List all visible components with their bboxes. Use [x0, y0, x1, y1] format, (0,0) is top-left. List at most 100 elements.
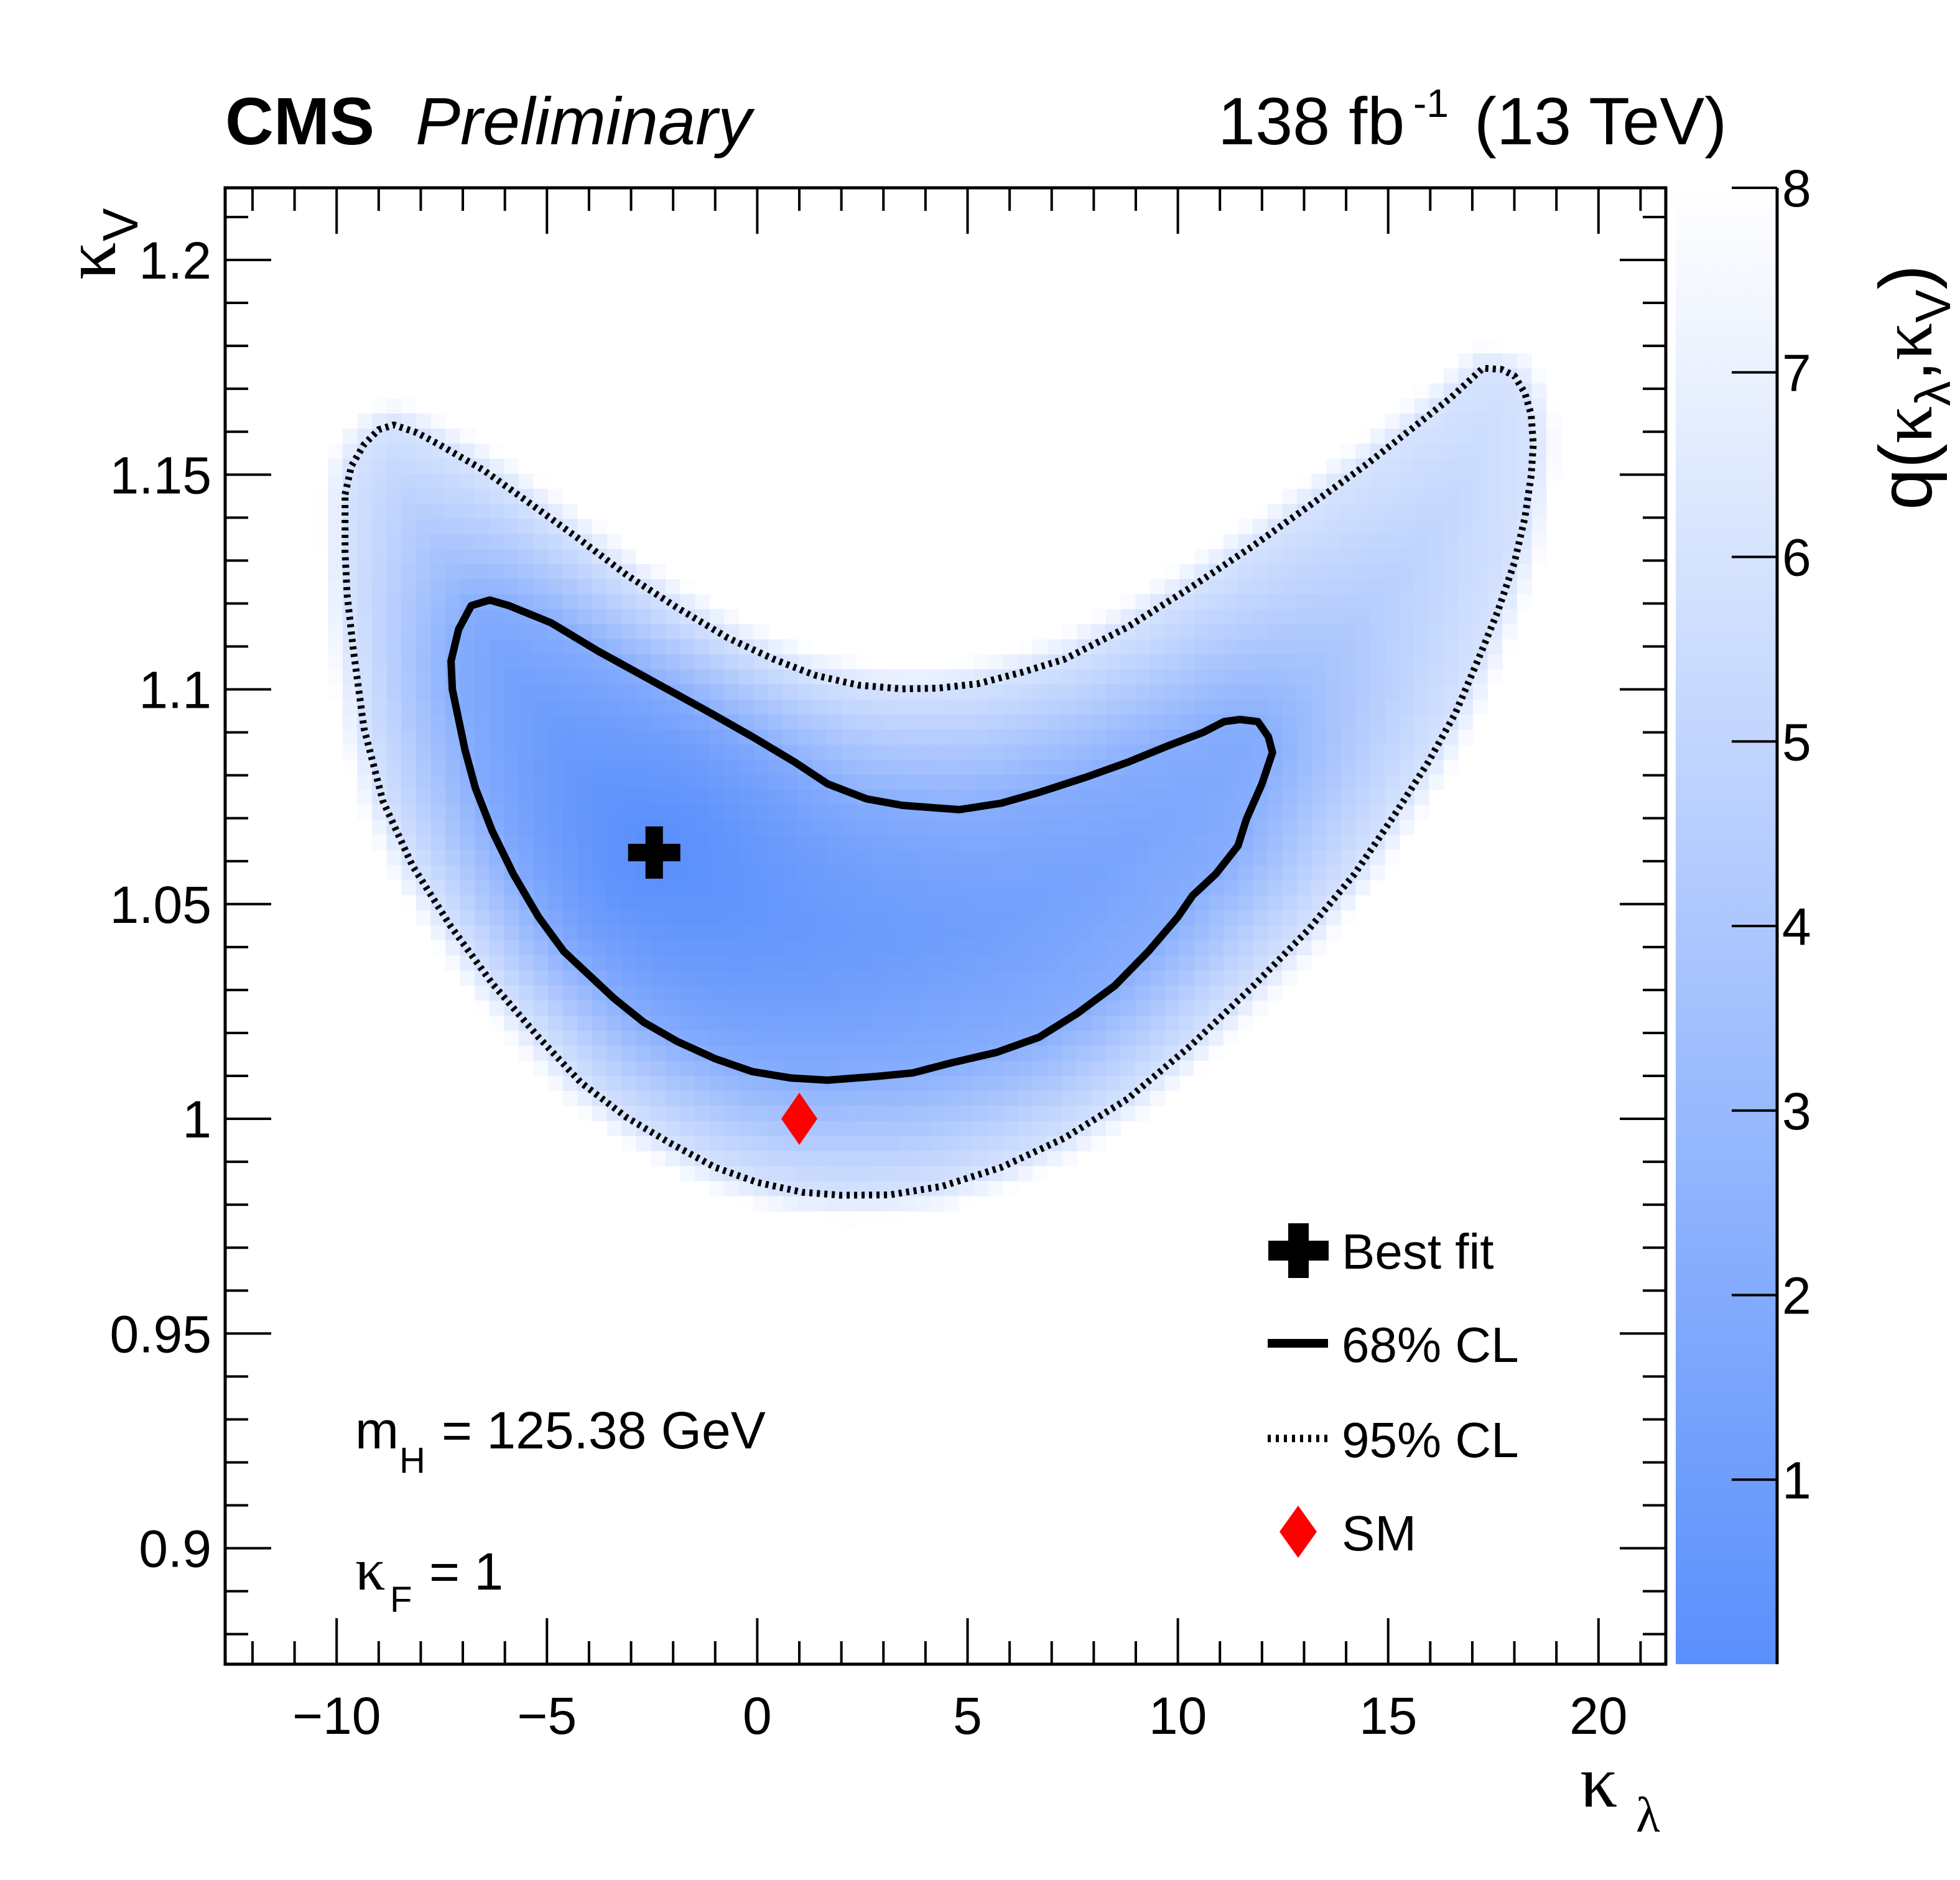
heatmap-cell: [1018, 805, 1033, 820]
heatmap-cell: [929, 715, 945, 730]
heatmap-cell: [1458, 414, 1474, 429]
heatmap-cell: [988, 654, 1004, 670]
heatmap-cell: [797, 895, 813, 911]
heatmap-cell: [709, 654, 725, 670]
heatmap-cell: [489, 955, 504, 971]
heatmap-cell: [812, 1136, 828, 1152]
heatmap-cell: [666, 729, 681, 745]
heatmap-cell: [1062, 1106, 1077, 1121]
heatmap-cell: [1076, 895, 1092, 911]
heatmap-cell: [1340, 534, 1356, 550]
heatmap-cell: [1414, 669, 1429, 685]
heatmap-cell: [871, 774, 886, 790]
heatmap: [313, 338, 1562, 1227]
heatmap-cell: [1253, 895, 1268, 911]
heatmap-cell: [1296, 940, 1312, 956]
heatmap-cell: [445, 805, 461, 820]
heatmap-cell: [592, 729, 608, 745]
heatmap-cell: [812, 790, 828, 805]
heatmap-cell: [944, 654, 960, 670]
heatmap-cell: [886, 985, 901, 1001]
heatmap-cell: [651, 1060, 666, 1077]
heatmap-cell: [401, 774, 417, 790]
x-tick-label: 5: [953, 1687, 982, 1745]
heatmap-cell: [1443, 504, 1459, 519]
heatmap-cell: [959, 820, 975, 836]
heatmap-cell: [1209, 639, 1224, 655]
heatmap-cell: [842, 1030, 857, 1046]
heatmap-cell: [768, 790, 784, 805]
heatmap-cell: [739, 1136, 755, 1152]
heatmap-cell: [1311, 759, 1327, 776]
heatmap-cell: [944, 880, 960, 896]
heatmap-cell: [1429, 489, 1444, 504]
heatmap-cell: [328, 519, 343, 535]
heatmap-cell: [1033, 1166, 1048, 1182]
heatmap-cell: [416, 654, 431, 670]
heatmap-cell: [1120, 940, 1136, 956]
heatmap-cell: [489, 519, 504, 535]
heatmap-cell: [827, 1030, 842, 1046]
heatmap-cell: [1502, 504, 1518, 519]
heatmap-cell: [1267, 940, 1283, 956]
heatmap-cell: [606, 564, 622, 580]
heatmap-cell: [1179, 1016, 1195, 1031]
heatmap-cell: [915, 744, 931, 761]
heatmap-cell: [636, 970, 651, 986]
legend-entry-95cl: 95% CL: [1268, 1412, 1519, 1468]
heatmap-cell: [988, 850, 1004, 866]
heatmap-cell: [797, 684, 813, 700]
heatmap-cell: [827, 1151, 842, 1167]
heatmap-cell: [783, 970, 798, 986]
heatmap-cell: [1400, 534, 1415, 550]
heatmap-cell: [1179, 1045, 1195, 1062]
heatmap-cell: [1164, 609, 1180, 625]
heatmap-cell: [562, 609, 578, 625]
heatmap-cell: [636, 564, 651, 580]
heatmap-cell: [871, 744, 886, 761]
heatmap-cell: [1443, 624, 1459, 640]
heatmap-cell: [1091, 835, 1107, 851]
heatmap-cell: [1076, 985, 1092, 1001]
heatmap-cell: [372, 519, 388, 535]
heatmap-cell: [592, 564, 608, 580]
heatmap-cell: [651, 1091, 666, 1106]
heatmap-cell: [827, 1016, 842, 1031]
heatmap-cell: [1209, 955, 1224, 971]
heatmap-cell: [328, 594, 343, 610]
heatmap-cell: [1018, 1136, 1033, 1152]
heatmap-cell: [592, 744, 608, 761]
heatmap-cell: [1473, 519, 1489, 535]
heatmap-cell: [1414, 428, 1429, 444]
heatmap-cell: [489, 549, 504, 565]
heatmap-cell: [460, 669, 475, 685]
heatmap-cell: [519, 925, 534, 941]
heatmap-cell: [1120, 774, 1136, 790]
heatmap-cell: [1253, 820, 1268, 836]
heatmap-cell: [827, 805, 842, 820]
heatmap-cell: [1033, 1106, 1048, 1121]
heatmap-cell: [1003, 715, 1018, 730]
heatmap-cell: [445, 519, 461, 535]
heatmap-cell: [871, 925, 886, 941]
heatmap-cell: [651, 925, 666, 941]
heatmap-cell: [842, 1016, 857, 1031]
heatmap-cell: [1076, 715, 1092, 730]
heatmap-cell: [533, 729, 549, 745]
heatmap-cell: [709, 835, 725, 851]
heatmap-cell: [533, 564, 549, 580]
heatmap-cell: [460, 564, 475, 580]
z-title-kappa1: κ: [1865, 406, 1948, 443]
heatmap-cell: [577, 805, 593, 820]
heatmap-cell: [797, 1060, 813, 1077]
heatmap-cell: [783, 805, 798, 820]
heatmap-cell: [606, 1121, 622, 1137]
heatmap-cell: [724, 880, 740, 896]
heatmap-cell: [1003, 1000, 1018, 1016]
heatmap-cell: [988, 684, 1004, 700]
heatmap-cell: [651, 1075, 666, 1091]
heatmap-cell: [988, 1060, 1004, 1077]
heatmap-cell: [592, 774, 608, 790]
heatmap-cell: [606, 1016, 622, 1031]
